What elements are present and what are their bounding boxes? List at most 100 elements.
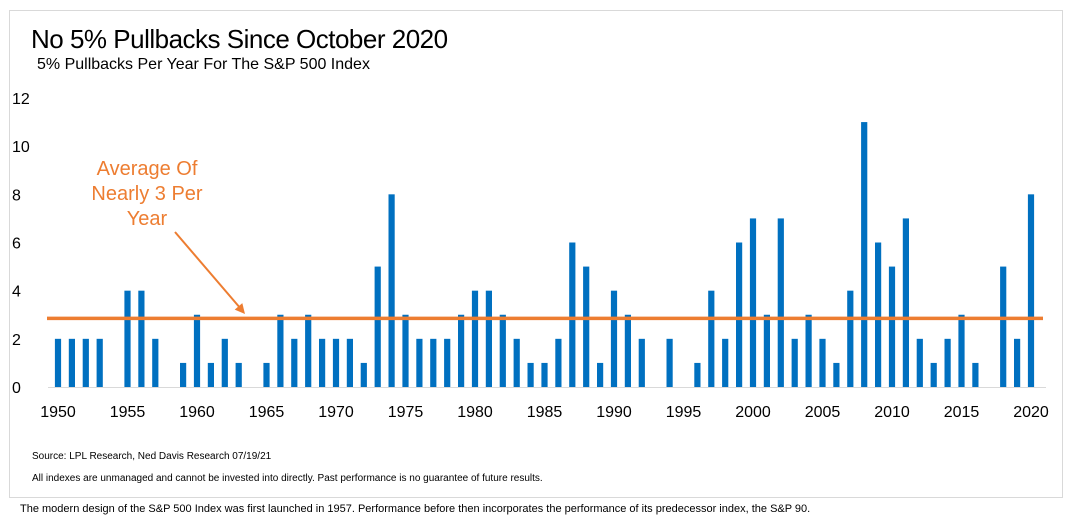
bar-2009: [875, 242, 882, 387]
bar-1976: [416, 338, 423, 387]
x-tick-label: 1980: [457, 404, 493, 421]
x-tick-label: 2000: [735, 404, 771, 421]
x-tick-label: 1950: [40, 404, 76, 421]
bar-1985: [541, 362, 548, 387]
bar-1972: [360, 362, 367, 387]
annotation-line: Nearly 3 Per: [91, 183, 202, 205]
annotation-line: Year: [127, 208, 168, 230]
bar-1994: [666, 338, 673, 387]
bar-1959: [180, 362, 187, 387]
bar-1967: [291, 338, 298, 387]
bar-1952: [82, 338, 89, 387]
bar-2004: [805, 314, 812, 387]
y-axis-ticks: 0 2 4 6 8 10 12: [12, 91, 30, 397]
bar-1966: [277, 314, 284, 387]
y-tick-label: 0: [12, 380, 21, 397]
bar-1973: [374, 266, 381, 387]
x-tick-label: 2020: [1013, 404, 1049, 421]
bar-1965: [263, 362, 270, 387]
bar-1963: [235, 362, 242, 387]
bar-2018: [1000, 266, 1007, 387]
bar-1970: [332, 338, 340, 387]
x-axis-ticks: 1950 1955 1960 1965 1970 1975 1980 1985 1990 1995…: [40, 404, 1049, 421]
disclaimer-note: All indexes are unmanaged and cannot be …: [32, 473, 543, 484]
source-note: Source: LPL Research, Ned Davis Research…: [32, 451, 272, 462]
bar-1955: [124, 290, 131, 387]
x-tick-label: 2005: [805, 404, 841, 421]
x-tick-label: 1960: [179, 404, 215, 421]
bar-1983: [513, 338, 520, 387]
bar-1975: [402, 314, 409, 387]
bar-1981: [485, 290, 492, 387]
bar-1978: [444, 338, 451, 387]
bar-1953: [96, 338, 103, 387]
bar-2003: [791, 338, 798, 387]
bar-2014: [944, 338, 951, 387]
bar-1986: [555, 338, 562, 387]
x-tick-label: 1970: [318, 404, 354, 421]
bar-1961: [207, 362, 214, 387]
bar-1950: [54, 338, 62, 387]
x-tick-label: 1965: [249, 404, 285, 421]
bar-2002: [777, 218, 784, 387]
bar-1974: [388, 194, 395, 387]
bar-2013: [930, 362, 937, 387]
x-tick-label: 2015: [944, 404, 980, 421]
bars: [54, 122, 1035, 387]
bar-1989: [597, 362, 604, 387]
bar-1982: [499, 314, 506, 387]
bar-1987: [569, 242, 576, 387]
bar-1999: [736, 242, 743, 387]
bar-1991: [624, 314, 631, 387]
bar-1956: [138, 290, 145, 387]
footnote: The modern design of the S&P 500 Index w…: [20, 503, 811, 515]
chart-card: [9, 10, 1063, 498]
y-tick-label: 12: [12, 91, 30, 108]
bar-1962: [221, 338, 228, 387]
bar-2019: [1014, 338, 1021, 387]
bar-2015: [958, 314, 965, 387]
bar-1990: [610, 290, 618, 387]
x-tick-label: 1985: [527, 404, 563, 421]
bar-2006: [833, 362, 840, 387]
annotation-arrow-head: [234, 303, 245, 314]
bar-1984: [527, 362, 534, 387]
bar-1980: [471, 290, 479, 387]
average-annotation: Average Of Nearly 3 Per Year: [91, 158, 202, 230]
x-tick-label: 1975: [388, 404, 424, 421]
y-tick-label: 2: [12, 332, 21, 349]
x-tick-label: 2010: [874, 404, 910, 421]
bar-1951: [68, 338, 75, 387]
y-tick-label: 4: [12, 284, 21, 301]
bar-1998: [722, 338, 729, 387]
bar-1969: [319, 338, 326, 387]
bar-2007: [847, 290, 854, 387]
bar-2020: [1027, 194, 1035, 387]
annotation-arrow: [174, 231, 242, 310]
y-tick-label: 10: [12, 139, 30, 156]
chart-subtitle: 5% Pullbacks Per Year For The S&P 500 In…: [37, 56, 370, 73]
bar-1979: [458, 314, 465, 387]
y-tick-label: 6: [12, 236, 21, 253]
bar-2012: [916, 338, 923, 387]
bar-1997: [708, 290, 715, 387]
x-tick-label: 1990: [596, 404, 632, 421]
bar-1960: [193, 314, 201, 387]
bar-1957: [152, 338, 159, 387]
bar-2016: [972, 362, 979, 387]
annotation-line: Average Of: [97, 158, 198, 180]
y-tick-label: 8: [12, 187, 21, 204]
bar-2000: [749, 218, 757, 387]
bar-2010: [888, 266, 896, 387]
x-tick-label: 1955: [110, 404, 146, 421]
chart-title: No 5% Pullbacks Since October 2020: [31, 24, 448, 54]
bar-1996: [694, 362, 701, 387]
bar-2008: [861, 122, 868, 387]
bar-1968: [305, 314, 312, 387]
bar-2001: [763, 314, 770, 387]
bar-1977: [430, 338, 437, 387]
bar-1988: [583, 266, 590, 387]
bar-chart: 0 2 4 6 8 10 12 1950 1955 1960 1965 1970 1975 1980 19…: [12, 91, 1049, 421]
bar-1971: [346, 338, 353, 387]
bar-2011: [902, 218, 909, 387]
